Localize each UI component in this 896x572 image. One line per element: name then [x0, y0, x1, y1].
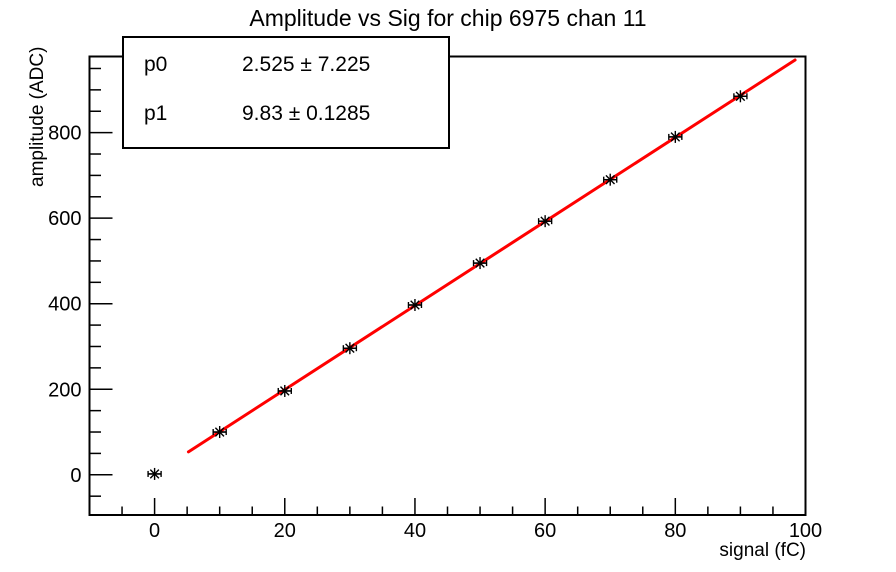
asterisk-marker-arm — [670, 132, 681, 142]
data-point — [212, 426, 227, 439]
param-name-p1: p1 — [144, 102, 168, 125]
stats-row-p0: p0 2.525 ± 7.225 — [124, 51, 448, 79]
x-tick-label: 0 — [149, 520, 160, 542]
data-point — [277, 384, 292, 397]
y-tick-label: 400 — [48, 294, 81, 316]
data-point — [147, 467, 162, 480]
asterisk-marker-arm — [735, 91, 746, 102]
y-tick-label: 600 — [48, 208, 81, 230]
x-tick-label: 80 — [664, 520, 686, 542]
data-point — [342, 342, 358, 355]
data-point — [537, 215, 553, 228]
param-value-p0: 2.525 ± 7.225 — [242, 53, 371, 76]
asterisk-marker-arm — [149, 469, 160, 479]
fit-line — [186, 58, 797, 454]
asterisk-marker-arm — [214, 427, 225, 437]
y-axis-title: amplitude (ADC) — [27, 46, 48, 187]
y-tick-label: 0 — [70, 465, 81, 487]
asterisk-marker-arm — [605, 174, 616, 185]
stats-row-p1: p1 9.83 ± 0.1285 — [124, 100, 448, 128]
param-value-p1: 9.83 ± 0.1285 — [242, 102, 371, 125]
asterisk-marker-arm — [410, 300, 420, 310]
param-name-p0: p0 — [144, 53, 168, 76]
asterisk-marker-arm — [475, 258, 485, 268]
y-tick-label: 200 — [48, 379, 81, 401]
y-tick-label: 800 — [48, 123, 81, 145]
chart-title: Amplitude vs Sig for chip 6975 chan 11 — [249, 5, 647, 31]
x-tick-label: 60 — [534, 520, 556, 542]
x-axis-title: signal (fC) — [719, 540, 806, 561]
fit-stats-box: p0 2.525 ± 7.225 p1 9.83 ± 0.1285 — [122, 36, 450, 149]
data-point — [472, 257, 488, 270]
asterisk-marker-arm — [345, 343, 355, 353]
data-point — [603, 173, 618, 186]
data-point — [407, 298, 423, 311]
x-tick-label: 100 — [789, 520, 822, 542]
x-tick-label: 40 — [404, 520, 426, 542]
asterisk-marker-arm — [540, 216, 550, 226]
asterisk-marker-arm — [279, 386, 290, 396]
data-point — [668, 130, 683, 143]
x-tick-label: 20 — [274, 520, 296, 542]
data-point — [733, 90, 748, 103]
